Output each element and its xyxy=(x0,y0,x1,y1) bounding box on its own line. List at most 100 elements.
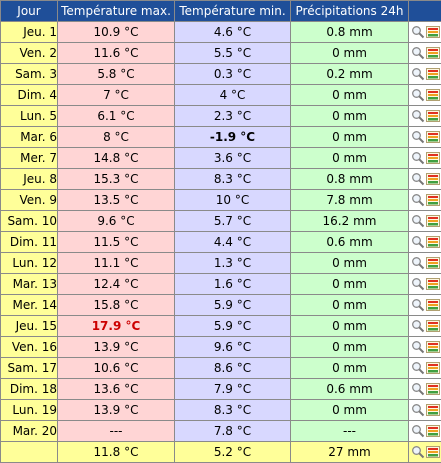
table-body: Jeu. 1 10.9 °C 4.6 °C 0.8 mm xyxy=(1,22,441,442)
tmax-cell: 11.6 °C xyxy=(58,43,175,64)
chart-icon[interactable] xyxy=(426,424,440,438)
magnifier-icon[interactable] xyxy=(411,340,425,354)
tmax-cell: 17.9 °C xyxy=(58,316,175,337)
magnifier-icon[interactable] xyxy=(411,277,425,291)
tmax-cell: 11.5 °C xyxy=(58,232,175,253)
tmax-cell: 5.8 °C xyxy=(58,64,175,85)
summary-day xyxy=(1,442,58,463)
chart-icon[interactable] xyxy=(426,403,440,417)
table-row: Dim. 4 7 °C 4 °C 0 mm xyxy=(1,85,441,106)
tmin-cell: 4.6 °C xyxy=(175,22,291,43)
day-cell: Lun. 19 xyxy=(1,400,58,421)
magnifier-icon[interactable] xyxy=(411,424,425,438)
magnifier-icon[interactable] xyxy=(411,46,425,60)
table-row: Ven. 16 13.9 °C 9.6 °C 0 mm xyxy=(1,337,441,358)
precip-cell: 0 mm xyxy=(291,295,409,316)
icons-cell xyxy=(409,22,441,43)
summary-row: 11.8 °C 5.2 °C 27 mm xyxy=(1,442,441,463)
magnifier-icon[interactable] xyxy=(411,25,425,39)
chart-icon[interactable] xyxy=(426,256,440,270)
magnifier-icon[interactable] xyxy=(411,256,425,270)
magnifier-icon[interactable] xyxy=(411,361,425,375)
precip-cell: 0 mm xyxy=(291,358,409,379)
header-precip: Précipitations 24h xyxy=(291,1,409,22)
precip-cell: 7.8 mm xyxy=(291,190,409,211)
tmax-cell: 7 °C xyxy=(58,85,175,106)
header-tmax: Température max. xyxy=(58,1,175,22)
tmin-cell: 10 °C xyxy=(175,190,291,211)
chart-icon[interactable] xyxy=(426,130,440,144)
magnifier-icon[interactable] xyxy=(411,67,425,81)
day-cell: Mer. 7 xyxy=(1,148,58,169)
chart-icon[interactable] xyxy=(426,319,440,333)
tmin-cell: 2.3 °C xyxy=(175,106,291,127)
day-cell: Ven. 2 xyxy=(1,43,58,64)
icons-cell xyxy=(409,211,441,232)
icons-cell xyxy=(409,400,441,421)
day-cell: Jeu. 1 xyxy=(1,22,58,43)
table-row: Mer. 14 15.8 °C 5.9 °C 0 mm xyxy=(1,295,441,316)
header-icons xyxy=(409,1,441,22)
precip-cell: --- xyxy=(291,421,409,442)
day-cell: Sam. 10 xyxy=(1,211,58,232)
day-cell: Mar. 6 xyxy=(1,127,58,148)
tmax-cell: 13.5 °C xyxy=(58,190,175,211)
chart-icon[interactable] xyxy=(426,298,440,312)
day-cell: Dim. 11 xyxy=(1,232,58,253)
chart-icon[interactable] xyxy=(426,340,440,354)
table-row: Jeu. 8 15.3 °C 8.3 °C 0.8 mm xyxy=(1,169,441,190)
precip-cell: 0 mm xyxy=(291,127,409,148)
magnifier-icon[interactable] xyxy=(411,109,425,123)
icons-cell xyxy=(409,43,441,64)
chart-icon[interactable] xyxy=(426,235,440,249)
day-cell: Mar. 13 xyxy=(1,274,58,295)
tmin-cell: 3.6 °C xyxy=(175,148,291,169)
chart-icon[interactable] xyxy=(426,46,440,60)
chart-icon[interactable] xyxy=(426,361,440,375)
tmin-cell: 5.5 °C xyxy=(175,43,291,64)
magnifier-icon[interactable] xyxy=(411,88,425,102)
table-row: Ven. 9 13.5 °C 10 °C 7.8 mm xyxy=(1,190,441,211)
chart-icon[interactable] xyxy=(426,109,440,123)
chart-icon[interactable] xyxy=(426,67,440,81)
tmin-cell: 8.3 °C xyxy=(175,169,291,190)
magnifier-icon[interactable] xyxy=(411,319,425,333)
magnifier-icon[interactable] xyxy=(411,193,425,207)
summary-icons xyxy=(409,442,441,463)
tmax-cell: 15.8 °C xyxy=(58,295,175,316)
chart-icon[interactable] xyxy=(426,88,440,102)
icons-cell xyxy=(409,379,441,400)
table-row: Dim. 11 11.5 °C 4.4 °C 0.6 mm xyxy=(1,232,441,253)
precip-cell: 0 mm xyxy=(291,106,409,127)
chart-icon[interactable] xyxy=(426,382,440,396)
chart-icon[interactable] xyxy=(426,151,440,165)
chart-icon[interactable] xyxy=(426,214,440,228)
day-cell: Sam. 3 xyxy=(1,64,58,85)
magnifier-icon[interactable] xyxy=(411,214,425,228)
chart-icon[interactable] xyxy=(426,445,440,459)
precip-cell: 0.8 mm xyxy=(291,22,409,43)
magnifier-icon[interactable] xyxy=(411,151,425,165)
day-cell: Ven. 16 xyxy=(1,337,58,358)
table-row: Lun. 12 11.1 °C 1.3 °C 0 mm xyxy=(1,253,441,274)
table-row: Mar. 6 8 °C -1.9 °C 0 mm xyxy=(1,127,441,148)
magnifier-icon[interactable] xyxy=(411,382,425,396)
chart-icon[interactable] xyxy=(426,25,440,39)
day-cell: Jeu. 8 xyxy=(1,169,58,190)
chart-icon[interactable] xyxy=(426,193,440,207)
chart-icon[interactable] xyxy=(426,277,440,291)
magnifier-icon[interactable] xyxy=(411,403,425,417)
tmin-cell: -1.9 °C xyxy=(175,127,291,148)
magnifier-icon[interactable] xyxy=(411,130,425,144)
precip-cell: 0 mm xyxy=(291,316,409,337)
table-row: Lun. 19 13.9 °C 8.3 °C 0 mm xyxy=(1,400,441,421)
table-row: Dim. 18 13.6 °C 7.9 °C 0.6 mm xyxy=(1,379,441,400)
magnifier-icon[interactable] xyxy=(411,172,425,186)
chart-icon[interactable] xyxy=(426,172,440,186)
table-row: Sam. 17 10.6 °C 8.6 °C 0 mm xyxy=(1,358,441,379)
icons-cell xyxy=(409,274,441,295)
magnifier-icon[interactable] xyxy=(411,445,425,459)
magnifier-icon[interactable] xyxy=(411,235,425,249)
magnifier-icon[interactable] xyxy=(411,298,425,312)
